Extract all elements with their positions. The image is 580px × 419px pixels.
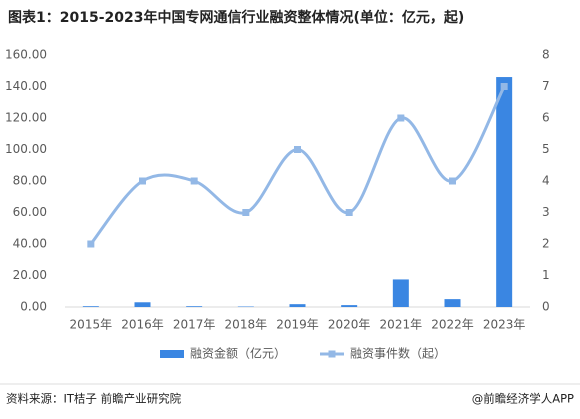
bar — [392, 279, 409, 307]
legend-label: 融资事件数（起） — [350, 346, 446, 361]
y-tick-label: 140.00 — [5, 79, 47, 93]
y-tick-label: 60.00 — [13, 205, 47, 219]
legend-label: 融资金额（亿元） — [190, 346, 286, 361]
bar — [496, 77, 513, 307]
marker — [449, 177, 456, 185]
x-tick-label: 2018年 — [225, 318, 268, 332]
bar — [289, 304, 306, 307]
y2-tick-label: 6 — [542, 111, 550, 125]
y-tick-label: 100.00 — [5, 142, 47, 156]
marker — [190, 177, 198, 185]
y2-tick-label: 3 — [542, 205, 550, 219]
marker — [397, 114, 405, 122]
marker — [139, 177, 146, 185]
bar — [444, 299, 461, 307]
y2-tick-label: 0 — [542, 300, 550, 314]
y-tick-label: 80.00 — [13, 174, 47, 188]
legend-swatch — [328, 350, 336, 358]
y-tick-label: 40.00 — [13, 237, 47, 251]
x-tick-label: 2015年 — [70, 318, 113, 332]
legend-swatch — [160, 350, 184, 358]
y-tick-label: 20.00 — [13, 268, 47, 282]
marker — [345, 209, 353, 216]
x-tick-label: 2023年 — [483, 318, 526, 332]
line — [89, 85, 506, 245]
marker — [500, 83, 508, 90]
x-tick-label: 2019年 — [276, 318, 319, 332]
y-tick-label: 0.00 — [20, 300, 47, 314]
y-tick-label: 120.00 — [5, 111, 47, 125]
y2-tick-label: 5 — [542, 142, 550, 156]
credit: @前瞻经济学人APP — [472, 392, 574, 406]
bar — [186, 306, 203, 307]
bar — [341, 305, 358, 307]
y2-tick-label: 4 — [542, 174, 550, 188]
x-tick-label: 2016年 — [121, 318, 164, 332]
y2-tick-label: 2 — [542, 237, 550, 251]
marker — [87, 240, 95, 248]
chart-title: 图表1：2015-2023年中国专网通信行业融资整体情况(单位：亿元，起) — [8, 9, 464, 26]
source: 资料来源：IT桔子 前瞻产业研究院 — [6, 392, 182, 406]
x-tick-label: 2017年 — [173, 318, 216, 332]
x-tick-label: 2022年 — [431, 318, 474, 332]
bar — [82, 306, 99, 307]
y2-tick-label: 8 — [542, 48, 550, 62]
y2-tick-label: 7 — [542, 79, 550, 93]
marker — [294, 146, 301, 153]
x-tick-label: 2020年 — [328, 318, 371, 332]
y-tick-label: 160.00 — [5, 48, 47, 62]
bar — [134, 302, 151, 307]
marker — [242, 209, 250, 216]
x-tick-label: 2021年 — [380, 318, 423, 332]
y2-tick-label: 1 — [542, 268, 550, 282]
